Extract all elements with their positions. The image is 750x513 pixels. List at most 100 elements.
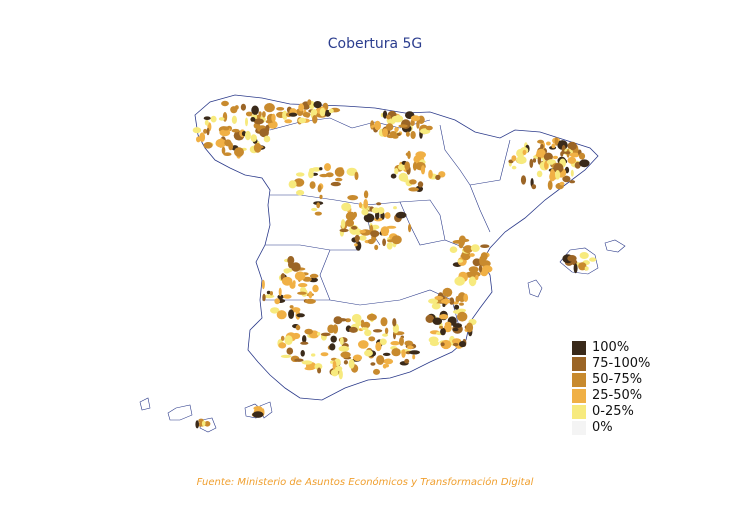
coverage-patch <box>374 120 381 131</box>
menorca-outline <box>604 239 626 253</box>
coverage-patch <box>370 230 380 238</box>
coverage-patch <box>406 152 410 156</box>
coverage-patch <box>469 253 475 257</box>
coverage-patch <box>425 125 433 131</box>
coverage-patch <box>317 367 322 374</box>
coverage-patch <box>294 358 304 362</box>
coverage-patch <box>520 175 527 185</box>
legend-label: 50-75% <box>592 372 643 387</box>
coverage-patch <box>408 187 419 192</box>
coverage-patch <box>465 322 474 333</box>
coverage-patch <box>355 319 362 327</box>
coverage-patch <box>457 259 464 263</box>
coverage-patch <box>339 337 344 346</box>
coverage-patch <box>382 110 388 119</box>
coverage-patch <box>345 211 356 221</box>
coverage-patch <box>404 340 414 346</box>
coverage-patch <box>382 128 388 138</box>
coverage-patch <box>376 202 382 206</box>
region-outlines <box>139 94 626 433</box>
coverage-patch <box>516 155 527 165</box>
coverage-patch <box>559 181 565 186</box>
coverage-patch <box>320 332 331 337</box>
coverage-patch <box>347 195 359 201</box>
coverage-patch <box>234 147 244 157</box>
coverage-patch <box>351 225 358 230</box>
coverage-patch <box>334 167 345 177</box>
coverage-patch <box>307 99 312 106</box>
coverage-patch <box>280 354 292 358</box>
coverage-patch <box>282 110 288 120</box>
coverage-patch <box>543 152 554 161</box>
coverage-patch <box>330 369 339 377</box>
coverage-patch <box>278 342 287 349</box>
coverage-patch <box>554 137 559 146</box>
coverage-patch <box>431 302 441 310</box>
coverage-patch <box>358 340 369 349</box>
coverage-patch <box>296 189 305 196</box>
coverage-patch <box>339 228 349 233</box>
coverage-patch <box>262 111 266 118</box>
coverage-patch <box>371 207 380 214</box>
coverage-patch <box>265 124 270 133</box>
coverage-patch <box>396 132 401 136</box>
coverage-patch <box>262 293 266 302</box>
coverage-patch <box>558 140 562 149</box>
coverage-patch <box>359 229 366 234</box>
coverage-patch <box>391 115 403 123</box>
coverage-patch <box>311 353 316 357</box>
coverage-patch <box>250 117 256 122</box>
coverage-patch <box>330 335 337 343</box>
coverage-patch <box>459 341 466 348</box>
coverage-patch <box>364 329 372 337</box>
coverage-patch <box>319 194 323 200</box>
coverage-patch <box>316 202 321 209</box>
coverage-patch <box>295 172 305 177</box>
coverage-patch <box>552 155 559 160</box>
coverage-patch <box>394 168 399 175</box>
coverage-patch <box>372 329 383 333</box>
coverage-patch <box>361 208 369 216</box>
coverage-patch <box>386 114 391 120</box>
coverage-patch <box>335 365 343 372</box>
legend-item: 0% <box>572 420 650 436</box>
coverage-patch <box>408 223 412 233</box>
coverage-patch <box>449 246 458 253</box>
legend-label: 100% <box>592 340 630 355</box>
coverage-patch <box>567 156 577 164</box>
coverage-patch <box>300 341 309 345</box>
coverage-patch <box>393 206 397 210</box>
coverage-patch <box>578 262 587 271</box>
coverage-patch <box>203 142 209 149</box>
coverage-patch <box>384 327 389 334</box>
coverage-patch <box>444 321 452 327</box>
coverage-patch <box>367 238 375 245</box>
coverage-patch <box>428 298 439 304</box>
coverage-patch <box>579 159 590 168</box>
coverage-patches <box>192 99 597 429</box>
coverage-patch <box>574 161 581 169</box>
coverage-patch <box>277 294 284 300</box>
coverage-patch <box>304 328 314 335</box>
coverage-patch <box>449 297 455 305</box>
coverage-patch <box>343 360 348 365</box>
coverage-patch <box>231 128 240 133</box>
coverage-patch <box>439 325 444 329</box>
coverage-patch <box>578 152 586 160</box>
map-title: Cobertura 5G <box>327 36 423 52</box>
coverage-patch <box>564 151 571 155</box>
coverage-patch <box>555 170 561 180</box>
coverage-patch <box>341 202 352 212</box>
coverage-patch <box>551 143 556 149</box>
coverage-patch <box>405 131 410 137</box>
coverage-patch <box>392 134 399 139</box>
coverage-patch <box>478 264 483 273</box>
coverage-patch <box>569 180 576 184</box>
coverage-patch <box>297 291 307 295</box>
coverage-patch <box>385 123 394 131</box>
coverage-patch <box>395 211 407 219</box>
coverage-patch <box>308 291 313 299</box>
coverage-patch <box>410 115 421 122</box>
coverage-patch <box>428 336 439 344</box>
